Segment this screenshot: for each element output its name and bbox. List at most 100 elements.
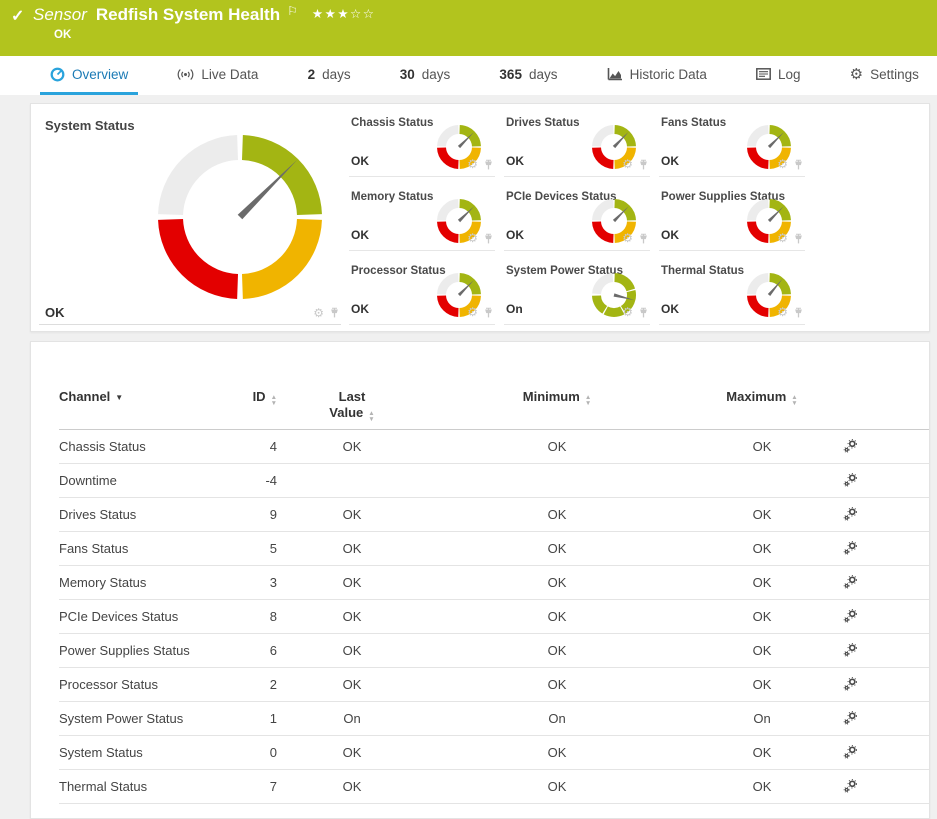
gear-icon[interactable]: ⚙ xyxy=(467,231,478,245)
edit-channel-icon[interactable] xyxy=(837,677,929,692)
table-row-processor-status: Processor Status 2 OK OK OK xyxy=(59,668,929,702)
star-filled-icon[interactable]: ★ xyxy=(337,7,351,21)
table-row-system-status: System Status 0 OK OK OK xyxy=(59,736,929,770)
column-header-minimum[interactable]: Minimum ▲ ▼ xyxy=(427,389,687,406)
column-header-id[interactable]: ID ▲ ▼ xyxy=(245,389,277,406)
pin-icon[interactable] xyxy=(639,159,648,170)
edit-channel-icon[interactable] xyxy=(837,779,929,794)
column-label: Maximum xyxy=(726,389,787,404)
edit-channel-icon[interactable] xyxy=(837,745,929,760)
pin-icon[interactable] xyxy=(794,233,803,244)
id-cell: 6 xyxy=(269,643,277,658)
sort-arrows-icon: ▲ ▼ xyxy=(270,394,277,407)
gear-icon[interactable]: ⚙ xyxy=(622,305,633,319)
tab-settings[interactable]: ⚙ Settings xyxy=(840,56,929,95)
edit-channel-icon[interactable] xyxy=(837,609,929,624)
tab-bar: Overview Live Data 2 days 30 days 365 days Histo… xyxy=(0,56,937,95)
page-title: Redfish System Health xyxy=(95,5,281,24)
tab-live-data[interactable]: Live Data xyxy=(167,56,268,95)
channel-cell: Processor Status xyxy=(59,677,158,692)
channel-cell: PCIe Devices Status xyxy=(59,609,179,624)
column-header-last-value[interactable]: Last Value ▲ ▼ xyxy=(277,389,427,422)
tab-365-days[interactable]: 365 days xyxy=(489,56,567,95)
gear-icon[interactable]: ⚙ xyxy=(777,305,788,319)
pin-icon[interactable] xyxy=(330,307,339,318)
gauge-action-icons: ⚙ xyxy=(467,306,493,318)
tab-log[interactable]: Log xyxy=(746,56,811,95)
tab-overview[interactable]: Overview xyxy=(40,56,139,95)
edit-channel-icon[interactable] xyxy=(837,507,929,522)
gauge-cell-thermal-status: Thermal Status OK ⚙ xyxy=(659,258,805,325)
star-empty-icon[interactable]: ☆ xyxy=(362,7,376,21)
edit-channel-icon[interactable] xyxy=(837,575,929,590)
gauge-cell-title: PCIe Devices Status xyxy=(506,191,617,203)
maximum-cell: OK xyxy=(752,745,772,760)
gauge-cell-value: OK xyxy=(506,228,524,242)
pin-icon[interactable] xyxy=(484,307,493,318)
minimum-cell: OK xyxy=(547,507,567,522)
tab-30-days[interactable]: 30 days xyxy=(390,56,461,95)
tab-label: Log xyxy=(778,66,801,82)
edit-channel-icon[interactable] xyxy=(837,643,929,658)
id-cell: 1 xyxy=(269,711,277,726)
power-supplies-status-gauge xyxy=(747,199,791,243)
pin-icon[interactable] xyxy=(639,233,648,244)
tab-label: days xyxy=(528,66,558,82)
gear-icon[interactable]: ⚙ xyxy=(467,305,478,319)
pin-icon[interactable] xyxy=(794,159,803,170)
edit-channel-icon[interactable] xyxy=(837,439,929,454)
pin-icon[interactable] xyxy=(484,159,493,170)
tab-2-days[interactable]: 2 days xyxy=(298,56,361,95)
id-cell: 5 xyxy=(269,541,277,556)
pin-icon[interactable] xyxy=(794,307,803,318)
gauge-cell-drives-status: Drives Status OK ⚙ xyxy=(504,110,650,177)
column-header-channel[interactable]: Channel ▼ xyxy=(59,389,245,406)
gauge-cell-processor-status: Processor Status OK ⚙ xyxy=(349,258,495,325)
gear-icon[interactable]: ⚙ xyxy=(467,157,478,171)
last-value-cell: On xyxy=(343,711,361,726)
star-empty-icon[interactable]: ☆ xyxy=(350,7,363,21)
star-filled-icon[interactable]: ★ xyxy=(311,7,325,21)
rating-stars[interactable]: ★★★☆☆ xyxy=(312,6,376,21)
chart-icon xyxy=(607,67,623,81)
tab-label: Live Data xyxy=(201,66,259,82)
table-row-pcie-devices-status: PCIe Devices Status 8 OK OK OK xyxy=(59,600,929,634)
table-row-chassis-status: Chassis Status 4 OK OK OK xyxy=(59,430,929,464)
channel-cell: Drives Status xyxy=(59,507,137,522)
gear-icon[interactable]: ⚙ xyxy=(777,157,788,171)
gauge-icon xyxy=(50,67,65,82)
main-gauge-value: OK xyxy=(45,305,65,320)
gauge-cell-power-supplies-status: Power Supplies Status OK ⚙ xyxy=(659,184,805,251)
edit-channel-icon[interactable] xyxy=(837,473,929,488)
tab-number: 2 xyxy=(307,66,316,82)
column-label: ID xyxy=(252,389,266,404)
gauge-cell-title: Drives Status xyxy=(506,117,580,129)
gauge-cell-title: Memory Status xyxy=(351,191,434,203)
flag-icon[interactable]: ⚐ xyxy=(287,4,298,18)
gear-icon[interactable]: ⚙ xyxy=(777,231,788,245)
minimum-cell: OK xyxy=(547,609,567,624)
column-header-maximum[interactable]: Maximum ▲ ▼ xyxy=(687,389,837,406)
tab-number: 30 xyxy=(399,66,415,82)
table-header: Channel ▼ ID ▲ ▼ Last Value ▲ ▼ Minimum ▲ ▼ Max… xyxy=(59,389,929,430)
gear-icon[interactable]: ⚙ xyxy=(313,305,324,320)
edit-channel-icon[interactable] xyxy=(837,541,929,556)
tab-historic-data[interactable]: Historic Data xyxy=(597,56,717,95)
gear-icon[interactable]: ⚙ xyxy=(622,157,633,171)
gauge-cell-pcie-devices-status: PCIe Devices Status OK ⚙ xyxy=(504,184,650,251)
star-filled-icon[interactable]: ★ xyxy=(324,7,338,21)
gauge-cell-value: OK xyxy=(661,154,679,168)
gauges-panel: System Status OK ⚙ Chassis Status OK ⚙ Driv… xyxy=(30,103,930,332)
edit-channel-icon[interactable] xyxy=(837,711,929,726)
gear-icon[interactable]: ⚙ xyxy=(622,231,633,245)
table-row-system-power-status: System Power Status 1 On On On xyxy=(59,702,929,736)
gauge-cell-chassis-status: Chassis Status OK ⚙ xyxy=(349,110,495,177)
pin-icon[interactable] xyxy=(639,307,648,318)
gauge-action-icons: ⚙ xyxy=(777,232,803,244)
last-value-cell: OK xyxy=(342,677,362,692)
pin-icon[interactable] xyxy=(484,233,493,244)
channel-cell: Power Supplies Status xyxy=(59,643,190,658)
tab-label: days xyxy=(322,66,351,82)
channel-cell: Fans Status xyxy=(59,541,129,556)
